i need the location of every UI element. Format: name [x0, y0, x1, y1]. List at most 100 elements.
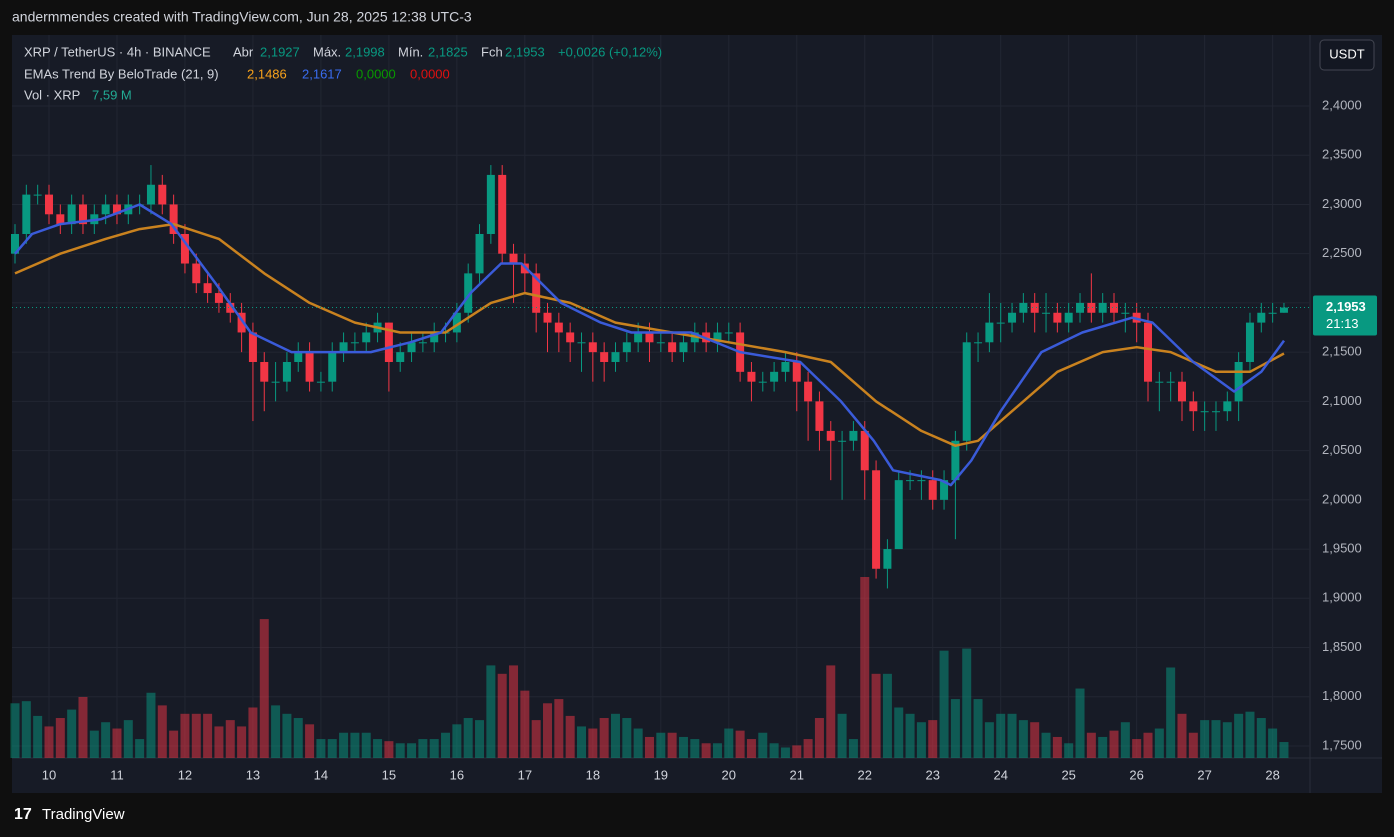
volume-bar — [373, 739, 383, 758]
volume-bar — [735, 730, 745, 758]
volume-bar — [1177, 713, 1187, 758]
volume-bar — [554, 699, 564, 758]
volume-bar — [1030, 722, 1040, 758]
candle-body — [384, 322, 393, 362]
legend-value: 2,1927 — [260, 44, 300, 59]
volume-bar — [384, 741, 394, 758]
x-tick-label: 12 — [178, 767, 192, 782]
x-tick-label: 18 — [586, 767, 600, 782]
candle-body — [634, 332, 643, 343]
volume-bar — [1098, 736, 1108, 758]
candle-body — [33, 194, 42, 196]
y-tick-label: 2,1500 — [1322, 344, 1362, 359]
volume-bar — [690, 739, 700, 758]
volume-bar — [407, 743, 417, 758]
volume-bar — [1075, 688, 1085, 758]
legend-value: 2,1953 — [505, 44, 545, 59]
volume-bar — [1120, 722, 1130, 758]
volume-bar — [67, 709, 77, 758]
candle-body — [996, 322, 1005, 324]
volume-bar — [848, 739, 858, 758]
volume-bar — [55, 718, 65, 758]
candle-body — [894, 480, 903, 550]
volume-bar — [225, 720, 235, 758]
candle-body — [792, 361, 801, 382]
x-tick-label: 27 — [1197, 767, 1211, 782]
last-price-badge — [1313, 295, 1377, 336]
candle-body — [305, 352, 314, 382]
chart-pane — [12, 35, 1382, 793]
x-tick-label: 21 — [790, 767, 804, 782]
y-tick-label: 1,8500 — [1322, 639, 1362, 654]
candle-body — [328, 352, 337, 382]
volume-bar — [1154, 728, 1164, 758]
candle-body — [146, 184, 155, 205]
x-tick-label: 20 — [722, 767, 736, 782]
candle-body — [577, 342, 586, 344]
volume-bar — [758, 732, 768, 758]
candle-body — [668, 342, 677, 353]
y-tick-label: 1,9000 — [1322, 590, 1362, 605]
candle-body — [974, 342, 983, 344]
currency-label[interactable]: USDT — [1329, 46, 1364, 61]
candle-body — [883, 549, 892, 569]
legend-change: +0,0026 (+0,12%) — [558, 44, 662, 59]
candle-body — [1245, 322, 1254, 362]
volume-bar — [792, 745, 802, 758]
candle-body — [1257, 312, 1266, 323]
legend-label: Fch — [481, 44, 503, 59]
volume-bar — [395, 743, 405, 758]
volume-bar — [44, 726, 54, 758]
volume-bar — [520, 690, 530, 758]
volume-bar — [1188, 732, 1198, 758]
legend-value: 2,1998 — [345, 44, 385, 59]
volume-bar — [497, 673, 507, 758]
candle-body — [724, 332, 733, 334]
volume-bar — [939, 650, 949, 758]
volume-bar — [191, 713, 201, 758]
x-tick-label: 11 — [110, 767, 124, 782]
indicator-value: 0,0000 — [410, 66, 450, 81]
y-tick-label: 2,2500 — [1322, 245, 1362, 260]
candle-body — [362, 332, 371, 343]
candle-body — [1223, 401, 1232, 412]
volume-bar — [339, 732, 349, 758]
volume-bar — [89, 730, 99, 758]
currency-button[interactable]: USDT — [1319, 39, 1375, 71]
volume-bar — [1064, 743, 1074, 758]
x-tick-label: 23 — [925, 767, 939, 782]
volume-bar — [1211, 720, 1221, 758]
candle-body — [1008, 312, 1017, 323]
candle-body — [1030, 302, 1039, 313]
volume-bar — [327, 739, 337, 758]
candle-body — [22, 194, 31, 234]
volume-bar — [565, 715, 575, 758]
y-tick-label: 2,0000 — [1322, 491, 1362, 506]
candle-body — [418, 342, 427, 344]
candle-body — [747, 371, 756, 382]
volume-bar — [429, 739, 439, 758]
candle-body — [260, 361, 269, 382]
volume-bar — [259, 619, 269, 758]
volume-legend-value: 7,59 M — [92, 87, 132, 102]
candle-body — [543, 312, 552, 323]
candle-body — [237, 312, 246, 333]
candle-body — [985, 322, 994, 343]
volume-bar — [1052, 736, 1062, 758]
candle-body — [498, 174, 507, 254]
candle-body — [860, 430, 869, 471]
volume-bar — [452, 724, 462, 758]
candle-body — [849, 430, 858, 441]
candle-body — [101, 204, 110, 215]
volume-bar — [214, 726, 224, 758]
footer-logo: 17 — [14, 806, 32, 823]
volume-bar — [962, 648, 972, 758]
currency-button-box[interactable] — [1319, 39, 1375, 71]
volume-bar — [769, 743, 779, 758]
volume-bar — [316, 739, 326, 758]
candle-body — [396, 352, 405, 362]
candle-body — [1211, 411, 1220, 413]
candle-body — [600, 352, 609, 362]
candle-body — [1234, 361, 1243, 402]
candle-body — [78, 204, 87, 225]
